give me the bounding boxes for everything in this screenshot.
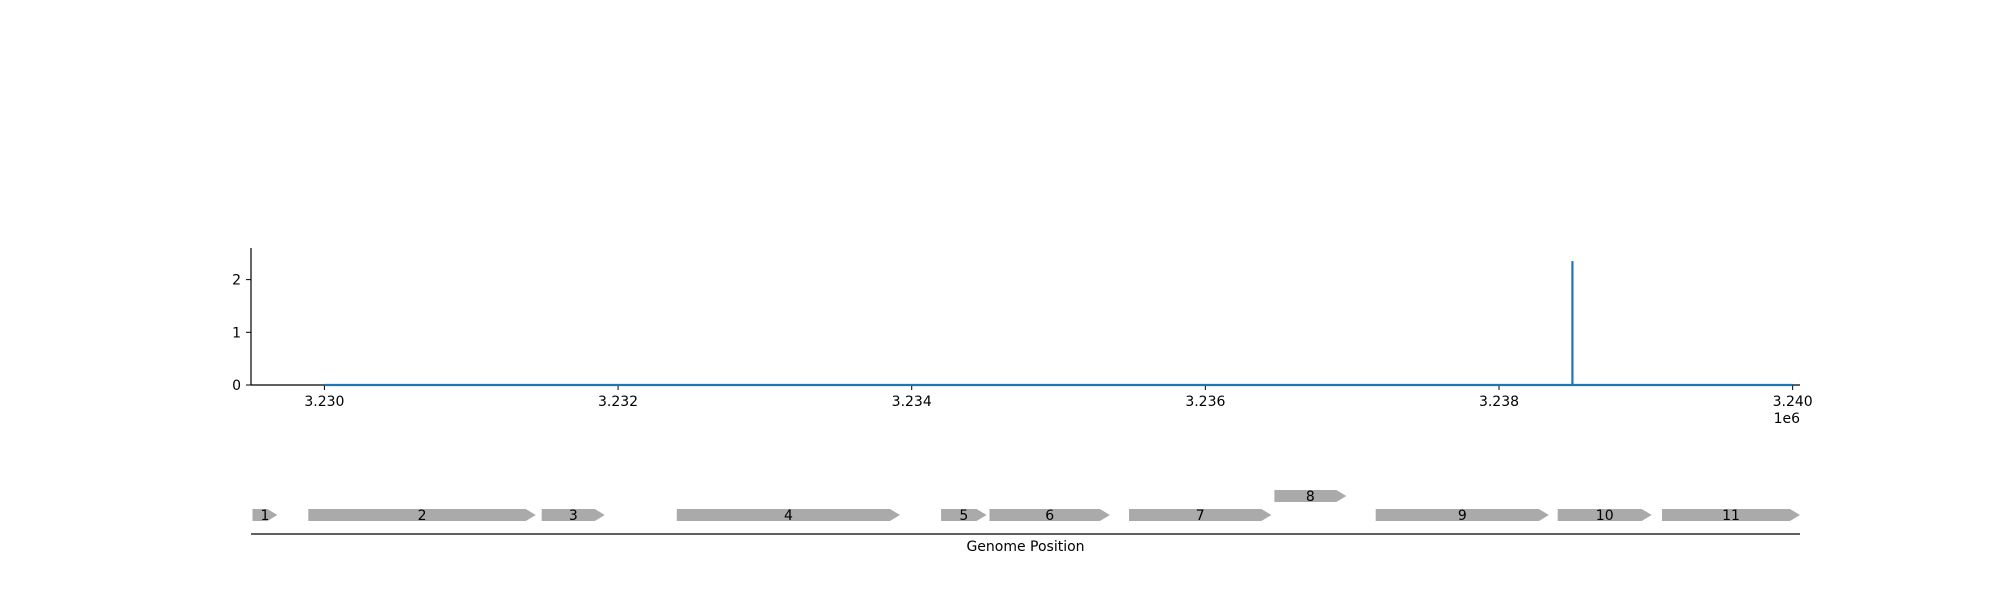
gene-label: 4 [784, 508, 793, 524]
gene-arrow-11 [1662, 509, 1800, 521]
gene-label: 11 [1722, 508, 1740, 524]
gene-arrow-4 [676, 509, 900, 521]
y-tick-label: 0 [232, 378, 241, 394]
gene-label: 8 [1306, 489, 1315, 505]
x-tick-label: 3.234 [892, 394, 932, 410]
gene-label: 1 [260, 508, 269, 524]
gene-arrow-8 [1274, 490, 1347, 502]
gene-arrow-9 [1375, 509, 1549, 521]
gene-label: 7 [1196, 508, 1205, 524]
y-tick-label: 1 [232, 325, 241, 341]
gene-track-axes: 1 2 3 4 5 6 7 8 9 10 11 Genome Position [251, 489, 1800, 555]
gene-label: 9 [1458, 508, 1467, 524]
gene-arrow-2 [308, 509, 536, 521]
coverage-series-line [324, 261, 1793, 387]
gene-arrow-10 [1557, 509, 1652, 521]
gene-label: 5 [959, 508, 968, 524]
gene-arrow-1 [252, 509, 278, 521]
gene-arrow-7 [1129, 509, 1272, 521]
y-tick-label: 2 [232, 273, 241, 289]
x-tick-label: 3.238 [1479, 394, 1519, 410]
x-tick-label: 3.230 [304, 394, 344, 410]
gene-label: 6 [1045, 508, 1054, 524]
gene-arrow-3 [541, 509, 605, 521]
signal-axes: 3.230 3.232 3.234 3.236 3.238 3.240 0 1 2 1e6 [232, 248, 1813, 427]
gene-label: 3 [569, 508, 578, 524]
x-tick-label: 3.236 [1185, 394, 1225, 410]
gene-label: 10 [1596, 508, 1614, 524]
gene-arrow-5 [941, 509, 987, 521]
x-tick-label: 3.240 [1773, 394, 1813, 410]
x-offset-label: 1e6 [1774, 411, 1801, 427]
x-axis-label: Genome Position [966, 539, 1084, 555]
x-tick-label: 3.232 [598, 394, 638, 410]
gene-arrow-6 [989, 509, 1110, 521]
gene-label: 2 [418, 508, 427, 524]
